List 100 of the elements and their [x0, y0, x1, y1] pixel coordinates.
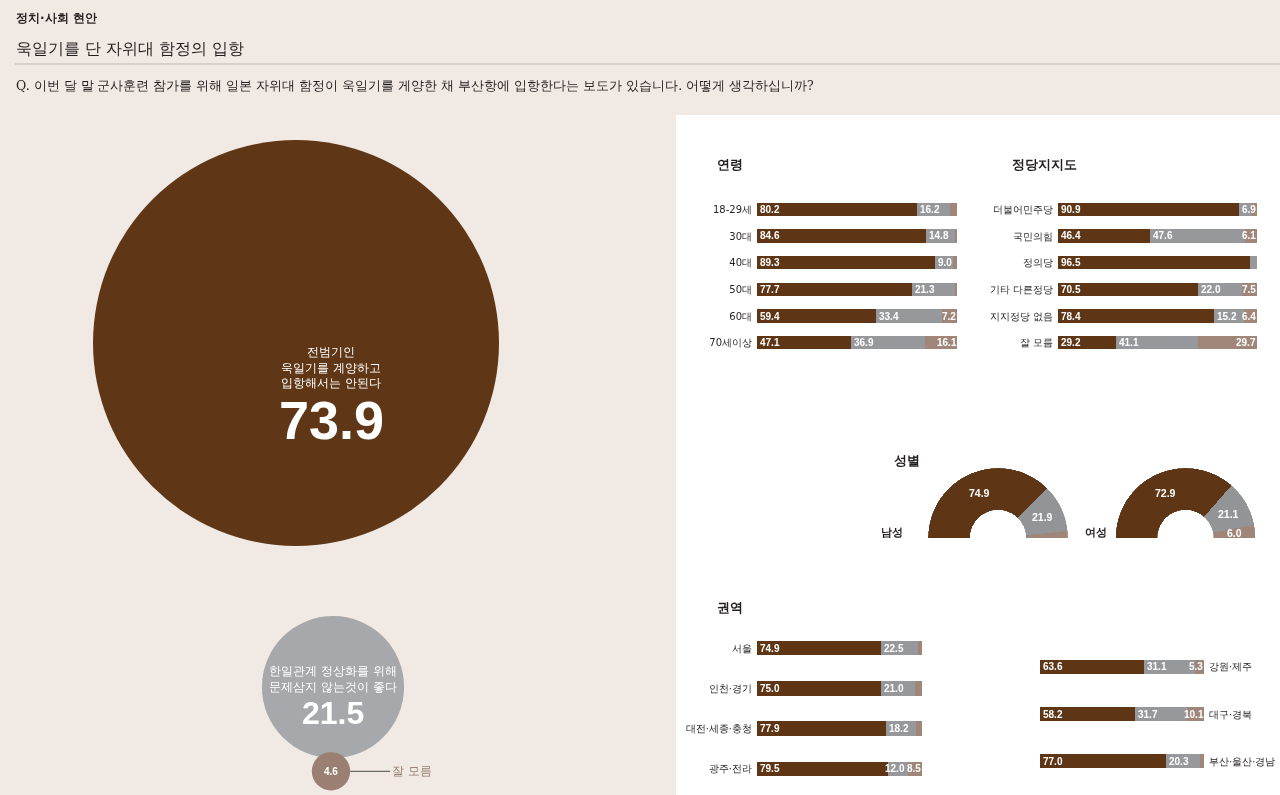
data-label: 90.9 [1061, 204, 1081, 215]
y-tick-label: 18-29세 [712, 203, 752, 215]
data-label: 21.0 [884, 683, 904, 694]
data-label: 10.1 [1184, 709, 1204, 720]
bar [1058, 229, 1151, 243]
data-label: 33.4 [879, 311, 899, 322]
data-label: 75.0 [760, 683, 780, 694]
data-label: 15.2 [1217, 311, 1237, 322]
data-label: 77.0 [1043, 756, 1063, 767]
data-label: 77.9 [760, 723, 780, 734]
data-label: 72.9 [1155, 487, 1176, 499]
data-label: 14.8 [929, 230, 949, 241]
category-label: 잘 모름 [392, 764, 432, 778]
y-tick-label: 50대 [729, 283, 752, 295]
text: 욱일기를 단 자위대 함정의 입항 [16, 39, 245, 58]
data-label: 9.0 [938, 257, 953, 268]
chart-title: 연령 [717, 157, 743, 172]
y-tick-label: 대구·경북 [1209, 708, 1253, 720]
bar [757, 256, 936, 270]
data-label: 21.9 [1032, 511, 1053, 523]
data-label: 46.4 [1061, 230, 1081, 241]
category-label: 한일관계 정상화를 위해 문제삼지 않는것이 좋다 [269, 664, 397, 694]
bar [757, 681, 881, 696]
y-tick-label: 더불어민주당 [993, 203, 1053, 215]
data-label: 8.5 [907, 763, 922, 774]
bar [1040, 706, 1136, 722]
y-tick-label: 인천·경기 [708, 682, 752, 694]
data-label: 4.6 [324, 766, 339, 777]
chart-title: 성별 [894, 453, 920, 468]
bar [915, 721, 922, 736]
bar [757, 282, 913, 296]
data-label: 96.5 [1061, 257, 1081, 268]
data-label: 22.5 [884, 643, 904, 654]
y-tick-label: 강원·제주 [1209, 661, 1253, 673]
chart-title: 정당지지도 [1012, 157, 1077, 172]
y-tick-label: 60대 [729, 310, 752, 322]
text: 여성 [1085, 526, 1107, 539]
y-tick-label: 기타 다른정당 [989, 283, 1053, 295]
y-tick-label: 잘 모름 [1019, 337, 1053, 349]
data-label: 73.9 [279, 390, 385, 450]
data-label: 6.0 [1227, 527, 1242, 539]
data-label: 20.3 [1169, 756, 1189, 767]
bar [1058, 256, 1250, 270]
bar [757, 309, 876, 323]
bar [1040, 659, 1145, 674]
bar [757, 202, 918, 216]
bar [757, 336, 852, 350]
data-label: 89.3 [760, 257, 780, 268]
data-label: 74.9 [760, 643, 780, 654]
data-label: 6.1 [1242, 230, 1257, 241]
data-label: 21.1 [1218, 508, 1239, 520]
y-tick-label: 서울 [732, 642, 752, 654]
data-label: 31.7 [1138, 709, 1158, 720]
data-label: 5.3 [1189, 661, 1204, 672]
y-tick-label: 30대 [729, 230, 752, 242]
data-label: 77.7 [760, 284, 780, 295]
bar [757, 721, 886, 736]
data-label: 36.9 [854, 337, 874, 348]
data-label: 18.2 [889, 723, 909, 734]
data-label: 59.4 [760, 311, 780, 322]
data-label: 6.4 [1242, 311, 1257, 322]
bar [875, 309, 943, 323]
y-tick-label: 국민의힘 [1013, 230, 1053, 242]
category-label: 전범기인 욱일기를 계양하고 입항해서는 안된다 [281, 345, 381, 391]
bar [1058, 202, 1239, 216]
data-label: 70.5 [1061, 284, 1081, 295]
bar [757, 640, 881, 656]
data-label: 29.2 [1061, 337, 1081, 348]
data-label: 78.4 [1061, 311, 1081, 322]
data-label: 41.1 [1119, 337, 1139, 348]
y-tick-label: 지지정당 없음 [989, 310, 1053, 322]
chart-title: 권역 [717, 600, 743, 615]
text: 남성 [881, 526, 903, 539]
data-label: 7.2 [942, 311, 957, 322]
y-tick-label: 70세이상 [709, 337, 752, 349]
data-label: 21.5 [302, 695, 365, 731]
data-label: 74.9 [969, 487, 990, 499]
data-label: 31.1 [1147, 661, 1167, 672]
data-label: 29.7 [1236, 337, 1256, 348]
data-label: 80.2 [760, 204, 780, 215]
data-label: 47.6 [1153, 230, 1173, 241]
text: 정치·사회 현안 [16, 11, 97, 25]
bar [1249, 256, 1257, 270]
bar [915, 681, 922, 696]
y-tick-label: 40대 [729, 257, 752, 269]
y-tick-label: 정의당 [1023, 257, 1053, 269]
bar [949, 202, 957, 216]
y-tick-label: 광주·전라 [708, 763, 752, 775]
y-tick-label: 대전·세종·충청 [685, 723, 752, 735]
bar [917, 640, 922, 656]
data-label: 7.5 [1242, 284, 1257, 295]
y-tick-label: 부산·울산·경남 [1209, 755, 1276, 767]
data-label: 16.1 [937, 337, 957, 348]
data-label: 84.6 [760, 230, 780, 241]
data-label: 58.2 [1043, 709, 1063, 720]
data-label: 16.2 [920, 204, 940, 215]
data-label: 21.3 [915, 284, 935, 295]
bar [757, 229, 927, 243]
data-label: 63.6 [1043, 661, 1063, 672]
data-label: 47.1 [760, 337, 780, 348]
